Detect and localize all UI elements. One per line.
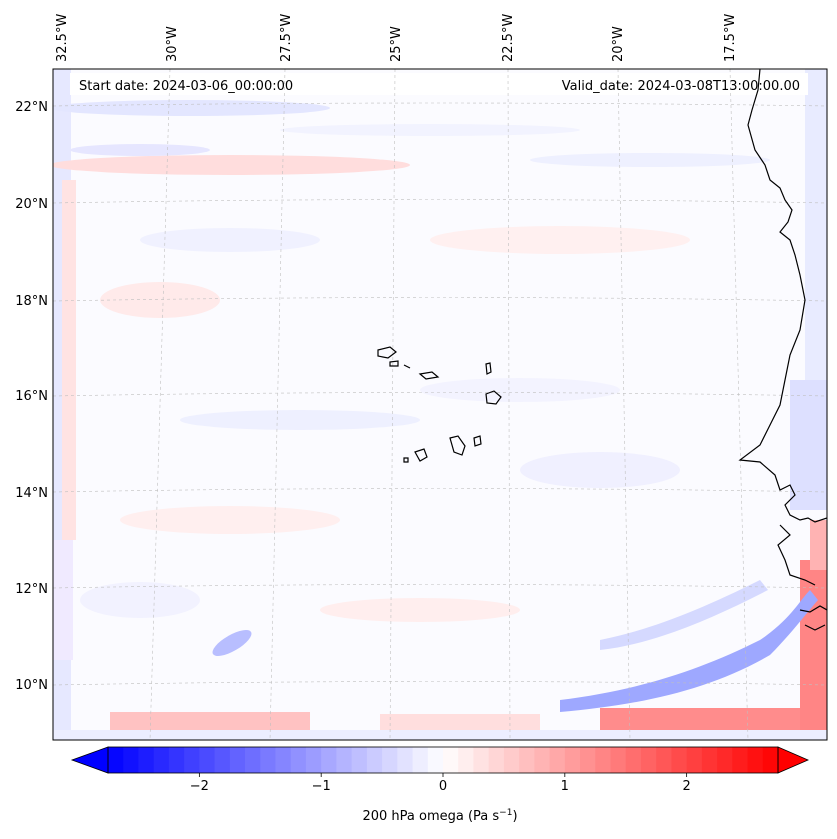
- colorbar-extend-high: [777, 746, 810, 774]
- colorbar-tick-label: −1: [312, 779, 331, 794]
- lat-label-20n: 20°N: [15, 197, 48, 212]
- graticule: [53, 69, 827, 740]
- colorbar-segment: [108, 747, 124, 773]
- colorbar-segment: [443, 747, 459, 773]
- colorbar-segment: [199, 747, 216, 773]
- colorbar-segment: [214, 747, 231, 773]
- colorbar-segment: [351, 747, 368, 773]
- colorbar-segment: [717, 747, 733, 773]
- colorbar-segment: [534, 747, 551, 773]
- omega-field: [53, 69, 827, 740]
- colorbar-segment: [412, 747, 429, 773]
- colorbar-label: 200 hPa omega (Pa s−1): [362, 808, 517, 824]
- colorbar-segment: [732, 747, 749, 773]
- colorbar-segment: [229, 747, 246, 773]
- lat-label-12n: 12°N: [15, 582, 48, 597]
- colorbar-segments: [108, 747, 779, 773]
- date-banner: [70, 73, 808, 95]
- colorbar-segment: [153, 747, 170, 773]
- colorbar-segment: [473, 747, 490, 773]
- coastlines: [377, 69, 827, 631]
- lat-label-18n: 18°N: [15, 294, 48, 309]
- colorbar-segment: [488, 747, 505, 773]
- colorbar-segment: [580, 747, 596, 773]
- colorbar-segment: [336, 747, 353, 773]
- colorbar-segment: [260, 747, 277, 773]
- lon-label-17-5w: 17.5°W: [723, 14, 738, 62]
- start-date-label: Start date: 2024-03-06_00:00:00: [79, 79, 293, 94]
- colorbar-segment: [397, 747, 414, 773]
- colorbar-segment: [686, 747, 703, 773]
- longitude-labels: 32.5°W 30°W 27.5°W 25°W 22.5°W 20°W 17.5…: [55, 14, 738, 62]
- colorbar-segment: [610, 747, 627, 773]
- colorbar: −2 −1 0 1 2 200 hPa omega (Pa s−1): [70, 746, 810, 824]
- colorbar-segment: [366, 747, 383, 773]
- colorbar-segment: [321, 747, 338, 773]
- colorbar-tick-label: 0: [439, 779, 447, 794]
- lon-label-25w: 25°W: [389, 26, 404, 62]
- colorbar-segment: [656, 747, 673, 773]
- colorbar-segment: [275, 747, 292, 773]
- lat-label-14n: 14°N: [15, 486, 48, 501]
- colorbar-segment: [519, 747, 535, 773]
- colorbar-segment: [671, 747, 688, 773]
- colorbar-tick-label: 1: [561, 779, 569, 794]
- colorbar-segment: [184, 747, 200, 773]
- colorbar-segment: [305, 747, 322, 773]
- colorbar-segment: [123, 747, 140, 773]
- lon-label-32-5w: 32.5°W: [55, 14, 70, 62]
- map-frame: [52, 68, 828, 741]
- colorbar-segment: [747, 747, 764, 773]
- colorbar-segment: [382, 747, 398, 773]
- lon-label-22-5w: 22.5°W: [501, 14, 516, 62]
- colorbar-ticks: −2 −1 0 1 2: [190, 773, 691, 794]
- colorbar-segment: [245, 747, 261, 773]
- colorbar-segment: [701, 747, 718, 773]
- lat-label-22n: 22°N: [15, 100, 48, 115]
- colorbar-segment: [138, 747, 155, 773]
- colorbar-segment: [427, 747, 444, 773]
- colorbar-segment: [595, 747, 612, 773]
- colorbar-segment: [549, 747, 566, 773]
- colorbar-segment: [168, 747, 185, 773]
- colorbar-segment: [290, 747, 307, 773]
- lon-label-20w: 20°W: [611, 26, 626, 62]
- colorbar-segment: [625, 747, 642, 773]
- lat-label-10n: 10°N: [15, 678, 48, 693]
- colorbar-segment: [458, 747, 475, 773]
- colorbar-segment: [503, 747, 520, 773]
- colorbar-tick-label: 2: [682, 779, 690, 794]
- colorbar-segment: [640, 747, 657, 773]
- colorbar-segment: [564, 747, 581, 773]
- colorbar-segment: [762, 747, 779, 773]
- colorbar-extend-low: [70, 746, 109, 774]
- lon-label-27-5w: 27.5°W: [279, 14, 294, 62]
- latitude-labels: 22°N 20°N 18°N 16°N 14°N 12°N 10°N: [15, 100, 48, 693]
- lat-label-16n: 16°N: [15, 389, 48, 404]
- lon-label-30w: 30°W: [165, 26, 180, 62]
- colorbar-tick-label: −2: [190, 779, 209, 794]
- valid-date-label: Valid_date: 2024-03-08T13:00:00.00: [562, 79, 800, 94]
